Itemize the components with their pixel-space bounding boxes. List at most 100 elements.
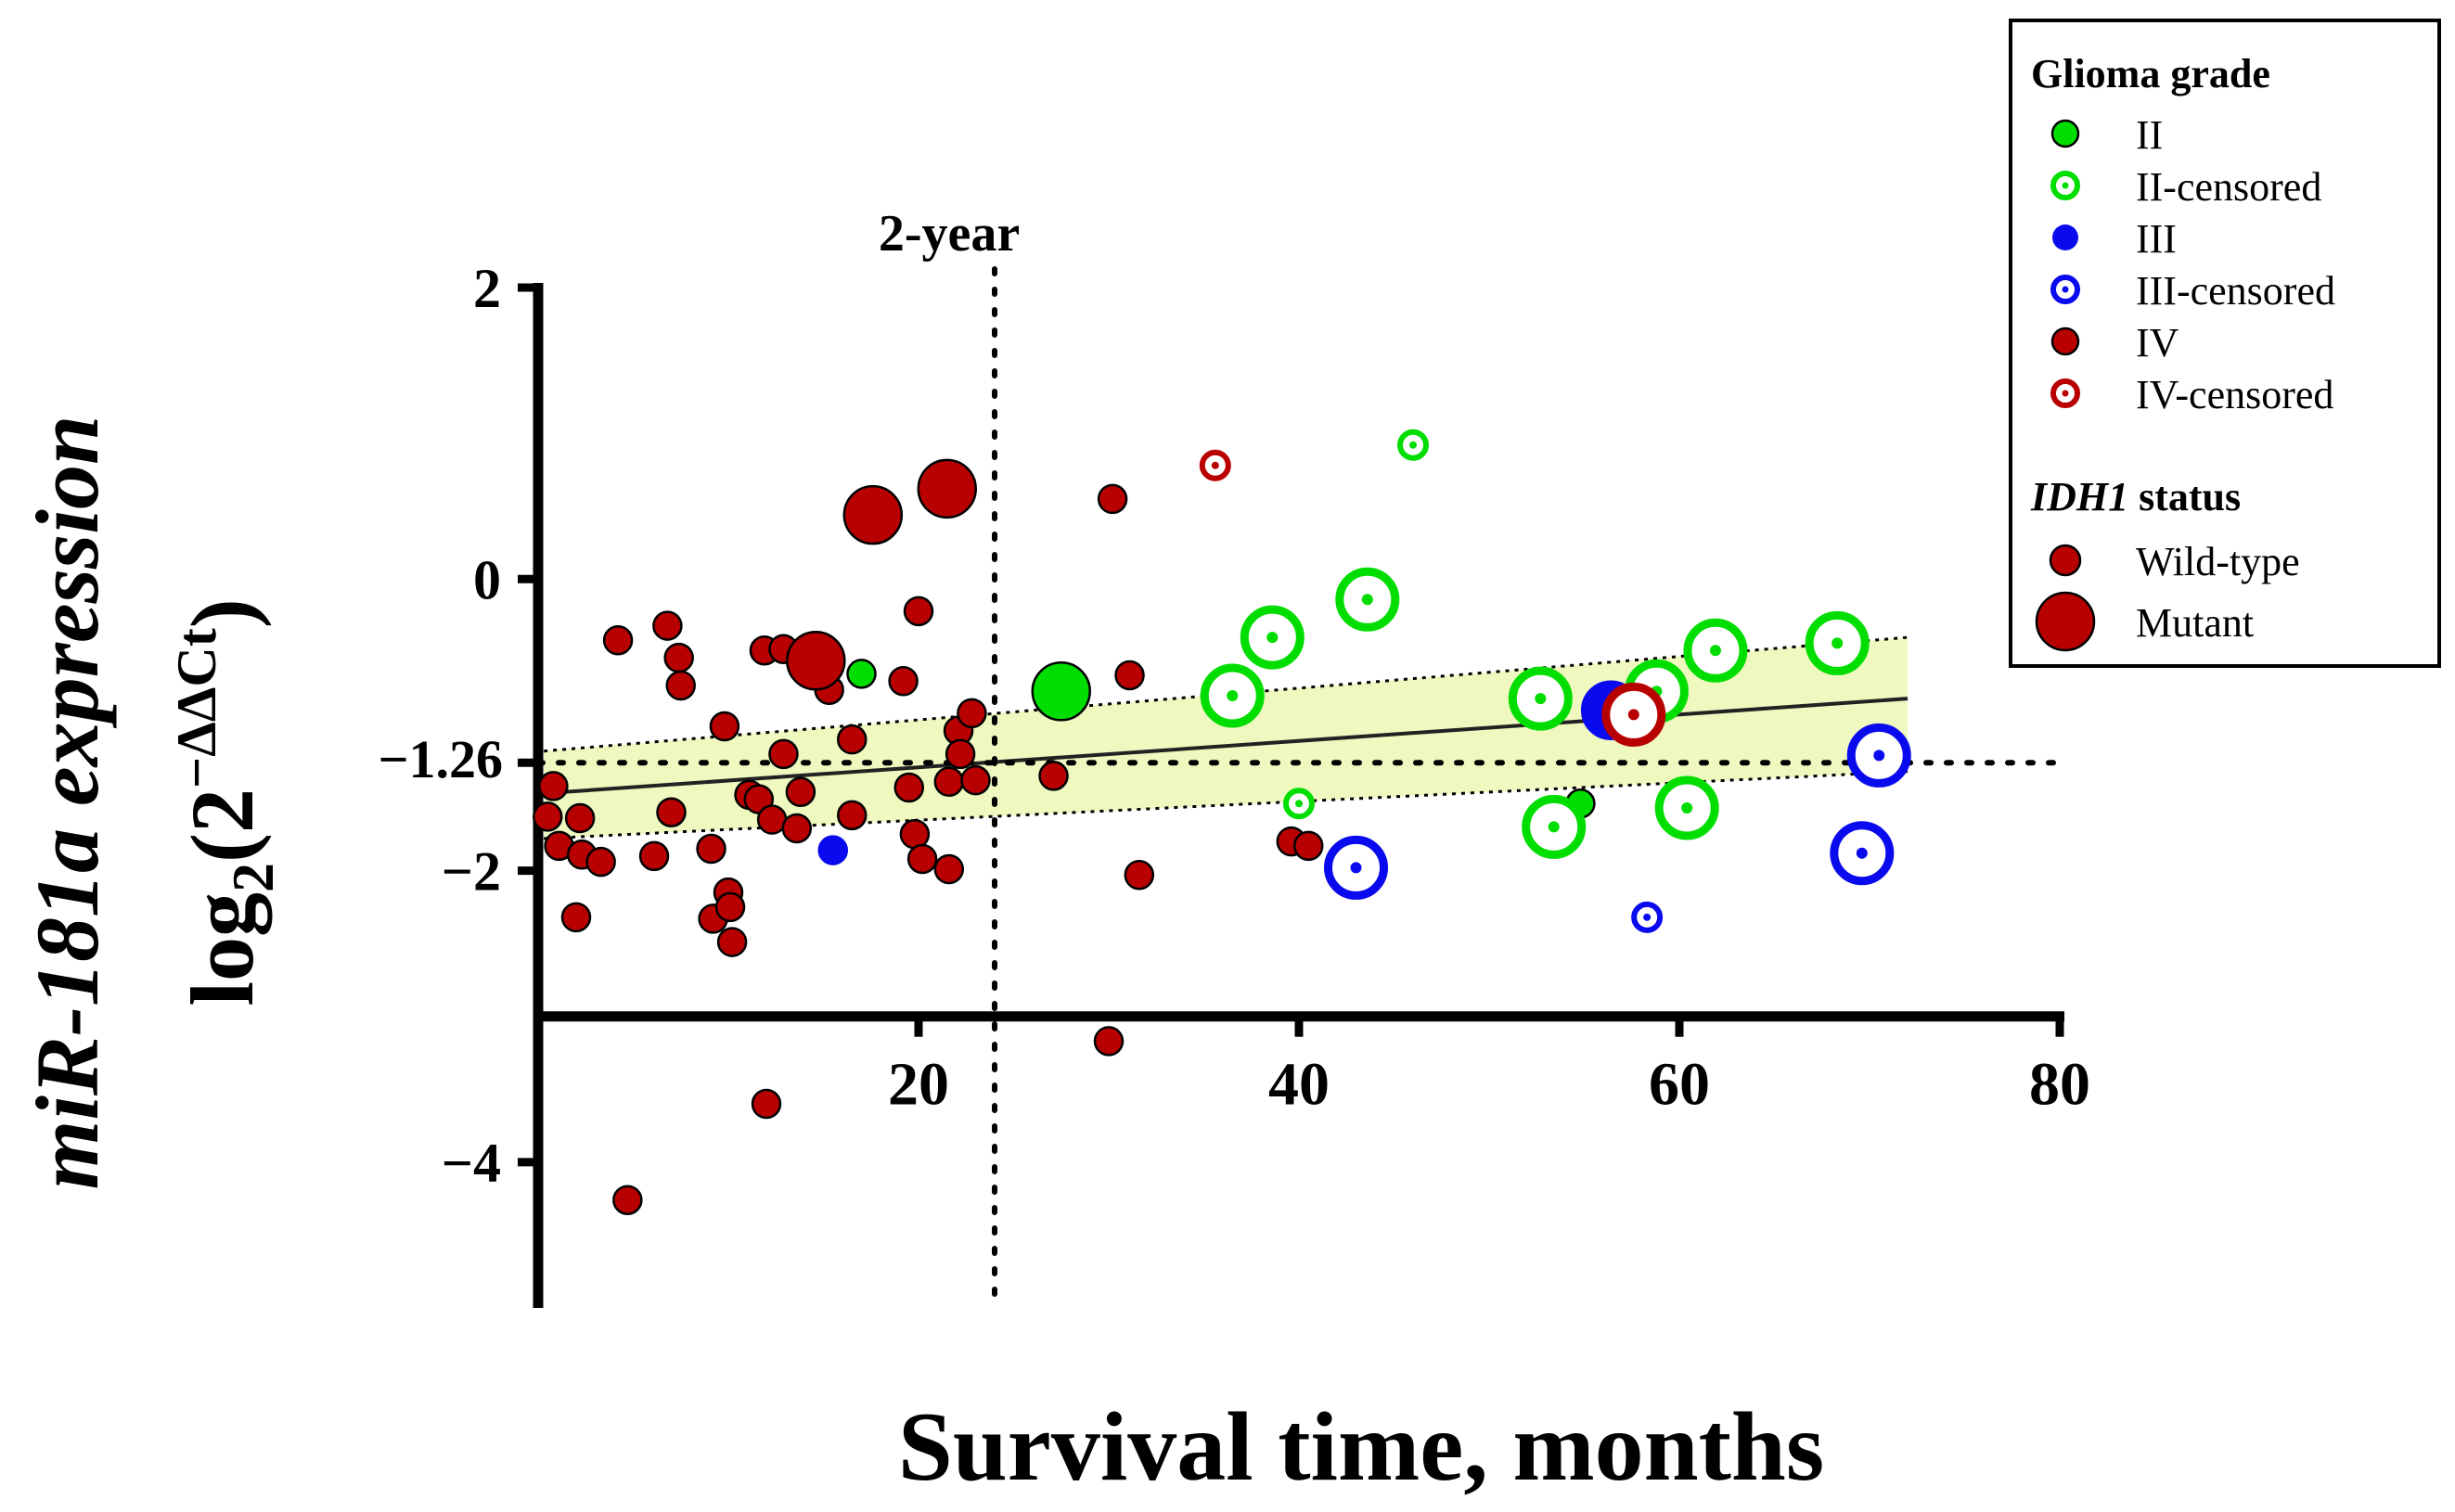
point-iv: [533, 801, 563, 832]
point-iv: [1097, 483, 1128, 515]
point-iv: [538, 771, 569, 801]
legend-ii-icon: [2050, 119, 2080, 148]
legend-label: III: [2136, 216, 2177, 262]
censored-dot: [1361, 594, 1373, 606]
legend-label: III-censored: [2136, 268, 2335, 314]
censored-dot: [1709, 645, 1721, 657]
point-iv: [612, 1185, 643, 1215]
censored-dot: [1295, 800, 1303, 808]
ylabel-log: log: [173, 892, 272, 1006]
point-iv: [714, 891, 746, 923]
point-iv: [652, 610, 683, 641]
point-iv: [638, 840, 670, 872]
legend-iii-icon: [2052, 224, 2078, 250]
point-iv: [602, 625, 634, 656]
x-tick-label: 60: [1649, 1051, 1710, 1119]
y-tick-label: −4: [442, 1133, 501, 1194]
data-points: [533, 429, 1911, 1215]
censored-dot: [1409, 441, 1417, 449]
y-tick-label: −2: [442, 841, 501, 903]
reference-line-label: −1.26: [378, 729, 503, 789]
legend-label: IV-censored: [2136, 372, 2334, 417]
censored-dot: [1548, 821, 1560, 833]
ylabel-paren-close: ): [173, 598, 272, 628]
point-iv: [893, 772, 924, 803]
point-ii-censored: [1335, 567, 1400, 632]
point-iv: [899, 819, 931, 850]
x-tick-label: 40: [1268, 1051, 1330, 1119]
point-ii-censored: [1283, 788, 1315, 820]
point-iii-censored: [1324, 835, 1388, 900]
point-iv: [917, 458, 977, 519]
point-iii-censored: [1846, 723, 1911, 788]
y-axis-title-line2: log2(2−ΔΔCt): [166, 598, 286, 1006]
legend-grade-title: Glioma grade: [2031, 51, 2270, 96]
legend-iii-censored-icon: [2050, 275, 2080, 304]
point-iv: [933, 766, 965, 797]
point-iv-censored: [1199, 449, 1231, 481]
legend-item-iii-censored: III-censored: [2012, 263, 2421, 315]
censored-dot: [1873, 750, 1885, 762]
point-iv: [709, 711, 740, 742]
ylabel-superscript: −ΔΔCt: [166, 628, 227, 788]
point-ii: [1031, 661, 1091, 722]
point-iv: [1124, 860, 1155, 891]
point-iv: [906, 843, 938, 875]
point-ii-censored: [1654, 775, 1719, 840]
legend-label: Mutant: [2136, 600, 2255, 646]
regression-line: [544, 697, 1909, 796]
ylabel-log-sub: 2: [220, 863, 286, 892]
point-iv: [837, 724, 868, 755]
legend-idh-gene: IDH1: [2031, 474, 2129, 519]
reference-lines: [535, 266, 2063, 1311]
censored-dot: [1832, 637, 1844, 649]
point-ii-censored: [1683, 618, 1748, 683]
legend-item-ii: II: [2012, 108, 2421, 160]
point-iv: [781, 813, 813, 844]
x-axis-title: Survival time, months: [898, 1392, 1824, 1501]
point-ii-censored: [1200, 663, 1265, 728]
axes: 20−2−420 40 60 80: [442, 258, 2090, 1308]
point-iii-censored: [1631, 901, 1664, 933]
legend-idh-title: IDH1 status: [2031, 473, 2241, 520]
point-ii-censored: [1240, 605, 1305, 670]
legend-item-iv: IV: [2012, 315, 2421, 367]
legend-label: II: [2136, 112, 2164, 158]
point-iv-censored: [1601, 682, 1666, 747]
legend-wild-type-icon: [2049, 544, 2082, 577]
two-year-label: 2-year: [879, 205, 1020, 263]
x-tick-label: 80: [2029, 1051, 2090, 1119]
censored-dot: [1627, 709, 1639, 721]
point-iii: [817, 835, 848, 865]
censored-dot: [1535, 693, 1547, 705]
point-iv: [957, 698, 987, 729]
legend-iv-icon: [2050, 327, 2080, 356]
legend-item-iii: III: [2012, 211, 2421, 263]
point-iv: [785, 776, 816, 807]
y-tick-label: 2: [473, 258, 501, 319]
legend-ii-censored-icon: [2050, 171, 2080, 200]
legend-item-iv-censored: IV-censored: [2012, 367, 2421, 419]
point-iv: [933, 853, 965, 885]
point-ii-censored: [1522, 794, 1587, 859]
legend-idh-rest: status: [2128, 474, 2242, 519]
legend-label: IV: [2136, 320, 2179, 365]
point-iv: [945, 738, 976, 770]
point-iv: [585, 846, 616, 878]
legend-item-ii-censored: II-censored: [2012, 160, 2421, 211]
point-iv: [1038, 761, 1069, 791]
point-ii: [846, 659, 877, 689]
point-iv: [560, 902, 592, 933]
point-iv: [888, 666, 919, 697]
y-tick-label: 0: [473, 549, 501, 610]
censored-dot: [1266, 632, 1279, 644]
legend-item-mutant: Mutant: [2012, 591, 2421, 652]
point-iv: [716, 927, 748, 957]
legend-iv-censored-icon: [2050, 378, 2080, 408]
point-ii-censored: [1805, 610, 1870, 675]
censored-dot: [1856, 847, 1868, 859]
point-ii-censored: [1397, 429, 1429, 461]
point-iv: [656, 797, 687, 827]
point-iv: [751, 1088, 782, 1120]
